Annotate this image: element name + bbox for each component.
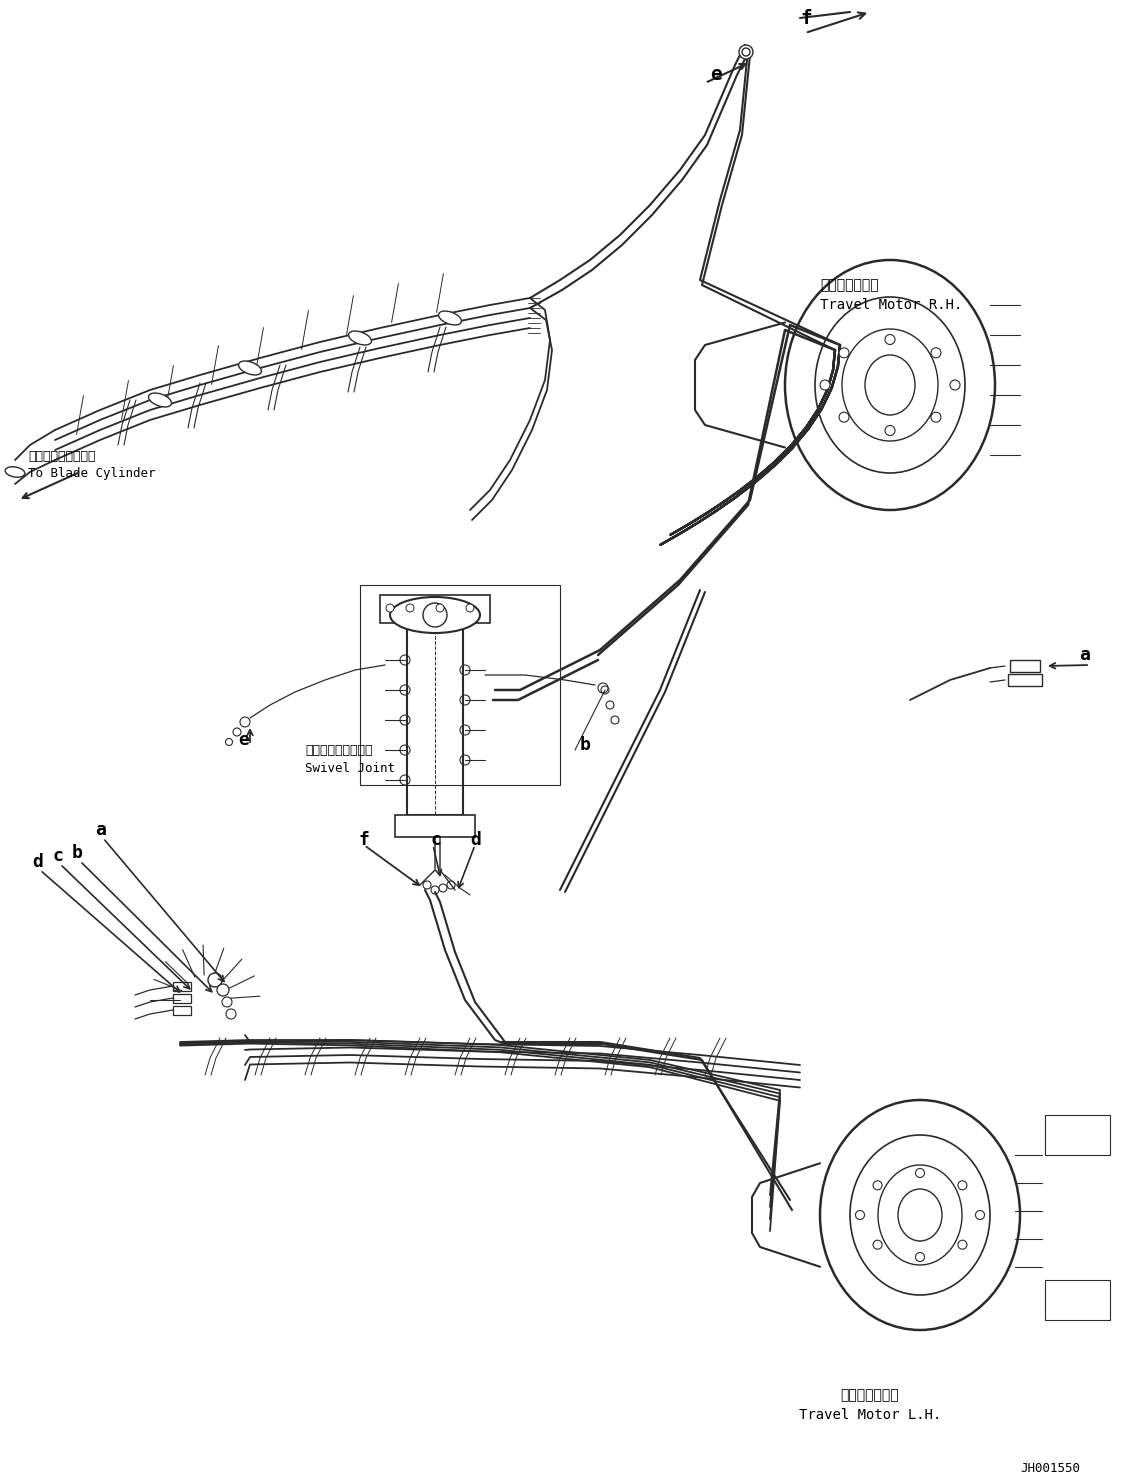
Circle shape (821, 380, 830, 390)
Ellipse shape (348, 331, 371, 346)
Bar (173, 994, 191, 1003)
Bar (380, 595, 490, 623)
Text: a: a (1080, 647, 1091, 664)
Circle shape (885, 426, 895, 436)
Circle shape (958, 1240, 967, 1249)
Text: スイベルジョイント: スイベルジョイント (305, 743, 372, 756)
Text: e: e (238, 731, 249, 749)
Ellipse shape (238, 360, 261, 375)
Circle shape (839, 412, 849, 423)
Text: Travel Motor L.H.: Travel Motor L.H. (799, 1407, 941, 1422)
Circle shape (916, 1169, 925, 1178)
Circle shape (975, 1210, 984, 1219)
Text: To Blade Cylinder: To Blade Cylinder (28, 467, 156, 480)
Circle shape (873, 1180, 882, 1189)
Circle shape (435, 604, 444, 612)
Text: Swivel Joint: Swivel Joint (305, 761, 395, 774)
Circle shape (873, 1240, 882, 1249)
Text: e: e (711, 65, 722, 85)
Text: c: c (430, 830, 441, 848)
Bar (1045, 1115, 1110, 1155)
Text: b: b (72, 844, 83, 862)
Bar (1008, 673, 1042, 687)
Bar (173, 982, 191, 991)
Text: b: b (580, 736, 591, 753)
Circle shape (739, 44, 753, 59)
Text: d: d (32, 853, 42, 871)
Text: a: a (95, 822, 105, 839)
Circle shape (209, 973, 222, 988)
Circle shape (406, 604, 414, 612)
Circle shape (217, 985, 229, 997)
Text: JH001550: JH001550 (1020, 1462, 1080, 1474)
Text: d: d (470, 830, 481, 848)
Circle shape (931, 349, 941, 357)
Circle shape (950, 380, 960, 390)
Circle shape (839, 349, 849, 357)
Text: 走行モータ　左: 走行モータ 左 (841, 1388, 900, 1401)
Bar (360, 584, 560, 785)
Text: ブレードシリンダヘ: ブレードシリンダヘ (28, 449, 95, 463)
Ellipse shape (390, 598, 480, 633)
Ellipse shape (439, 311, 462, 325)
Text: 走行モータ　右: 走行モータ 右 (821, 277, 879, 292)
Text: c: c (52, 847, 63, 865)
Circle shape (958, 1180, 967, 1189)
Bar (1010, 660, 1041, 672)
Circle shape (226, 1008, 236, 1019)
Circle shape (386, 604, 394, 612)
Bar (407, 615, 463, 816)
Ellipse shape (5, 467, 25, 478)
Circle shape (222, 997, 231, 1007)
Circle shape (931, 412, 941, 423)
Bar (1045, 1280, 1110, 1320)
Text: f: f (800, 9, 811, 28)
Bar (395, 816, 474, 836)
Bar (173, 1005, 191, 1014)
Circle shape (856, 1210, 864, 1219)
Text: Travel Motor R.H.: Travel Motor R.H. (821, 298, 963, 311)
Ellipse shape (149, 393, 172, 406)
Text: f: f (358, 830, 369, 848)
Circle shape (916, 1253, 925, 1262)
Circle shape (885, 335, 895, 344)
Circle shape (466, 604, 474, 612)
